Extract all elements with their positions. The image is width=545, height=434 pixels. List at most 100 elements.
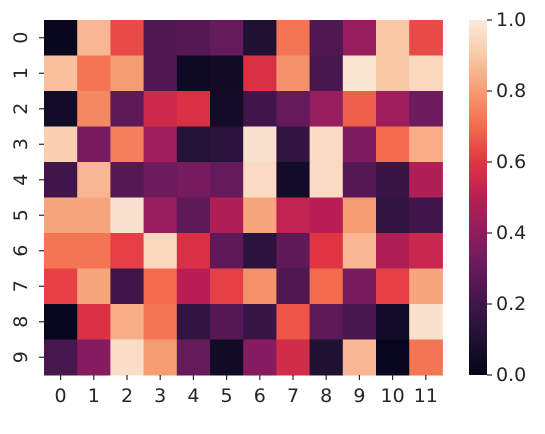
- colorbar-tick-label: 0.2: [496, 293, 526, 315]
- heatmap-cell: [309, 20, 344, 56]
- y-tick-label: 4: [10, 174, 32, 186]
- heatmap-cell: [376, 91, 410, 127]
- heatmap-cell: [44, 268, 78, 305]
- heatmap-cell: [409, 55, 443, 92]
- colorbar-tick-label: 1.0: [496, 9, 526, 31]
- heatmap-cell: [77, 339, 111, 376]
- heatmap-cell: [342, 91, 377, 127]
- heatmap-cell: [276, 197, 311, 234]
- heatmap-cell: [276, 162, 311, 198]
- heatmap-cell: [243, 20, 277, 56]
- heatmap-cell: [210, 233, 244, 269]
- heatmap-cell: [276, 339, 311, 376]
- heatmap-cell: [110, 233, 145, 269]
- heatmap-cell: [342, 233, 377, 269]
- heatmap-cell: [376, 339, 410, 376]
- heatmap-cell: [409, 233, 443, 269]
- heatmap-cell: [376, 233, 410, 269]
- heatmap-cell: [44, 197, 78, 234]
- y-tick-label: 6: [10, 245, 32, 257]
- heatmap-cell: [77, 162, 111, 198]
- y-tick-label: 8: [10, 316, 32, 328]
- x-tick-label: 5: [221, 385, 233, 407]
- heatmap-cell: [77, 20, 111, 56]
- heatmap-cell: [342, 55, 377, 92]
- heatmap-cell: [210, 20, 244, 56]
- heatmap-cell: [409, 162, 443, 198]
- heatmap-cell: [143, 339, 178, 376]
- heatmap-cell: [243, 233, 277, 269]
- heatmap-cell: [110, 91, 145, 127]
- heatmap-cell: [77, 55, 111, 92]
- heatmap-cell: [210, 91, 244, 127]
- heatmap-cell: [77, 304, 111, 340]
- heatmap-cell: [44, 162, 78, 198]
- heatmap-cell: [276, 304, 311, 340]
- heatmap-cell: [77, 91, 111, 127]
- heatmap-cell: [409, 304, 443, 340]
- heatmap-cell: [409, 339, 443, 376]
- heatmap-cell: [309, 162, 344, 198]
- heatmap-cell: [143, 55, 178, 92]
- heatmap-cell: [143, 304, 178, 340]
- y-tick-label: 7: [10, 280, 32, 292]
- heatmap-cell: [176, 268, 211, 305]
- heatmap-cell: [44, 126, 78, 163]
- heatmap-cell: [309, 55, 344, 92]
- heatmap-cell: [309, 268, 344, 305]
- heatmap-cell: [176, 20, 211, 56]
- heatmap-cell: [342, 339, 377, 376]
- colorbar: [469, 20, 487, 375]
- heatmap-cell: [409, 20, 443, 56]
- heatmap-cell: [210, 162, 244, 198]
- heatmap-cell: [77, 233, 111, 269]
- x-tick-label: 11: [414, 385, 438, 407]
- heatmap-cell: [176, 197, 211, 234]
- heatmap-cell: [376, 20, 410, 56]
- colorbar-tick-label: 0.0: [496, 364, 526, 386]
- heatmap-cell: [276, 126, 311, 163]
- x-tick-label: 4: [187, 385, 199, 407]
- heatmap-cell: [210, 55, 244, 92]
- heatmap-cell: [143, 268, 178, 305]
- heatmap-cell: [44, 233, 78, 269]
- heatmap-cell: [276, 20, 311, 56]
- x-tick-label: 9: [353, 385, 365, 407]
- heatmap-cell: [44, 91, 78, 127]
- heatmap-cell: [376, 55, 410, 92]
- heatmap-cell: [409, 126, 443, 163]
- heatmap-cell: [276, 55, 311, 92]
- heatmap-cell: [342, 162, 377, 198]
- heatmap-cell: [77, 126, 111, 163]
- heatmap-cell: [143, 233, 178, 269]
- x-tick-label: 0: [55, 385, 67, 407]
- heatmap-cell: [342, 304, 377, 340]
- heatmap-cell: [210, 339, 244, 376]
- heatmap-cell: [342, 197, 377, 234]
- colorbar-tick-label: 0.6: [496, 151, 526, 173]
- y-tick-label: 3: [10, 138, 32, 150]
- heatmap-cell: [342, 20, 377, 56]
- heatmap-cell: [376, 304, 410, 340]
- heatmap-cell: [176, 304, 211, 340]
- heatmap-cell: [110, 268, 145, 305]
- heatmap-cell: [409, 268, 443, 305]
- heatmap-cell: [143, 20, 178, 56]
- heatmap-cell: [44, 20, 78, 56]
- heatmap-cell: [176, 233, 211, 269]
- heatmap-cell: [210, 268, 244, 305]
- y-tick-label: 1: [10, 67, 32, 79]
- x-tick-label: 6: [254, 385, 266, 407]
- heatmap-cell: [309, 126, 344, 163]
- x-tick-label: 2: [121, 385, 133, 407]
- heatmap-cell: [276, 233, 311, 269]
- y-tick-label: 5: [10, 209, 32, 221]
- heatmap-cell: [243, 339, 277, 376]
- heatmap-cell: [110, 20, 145, 56]
- heatmap-cell: [176, 126, 211, 163]
- heatmap-cell: [309, 91, 344, 127]
- y-tick-labels: 0 1 2 3 4 5 6 7 8 9: [10, 32, 44, 363]
- colorbar-tick-label: 0.8: [496, 80, 526, 102]
- heatmap-cell: [376, 126, 410, 163]
